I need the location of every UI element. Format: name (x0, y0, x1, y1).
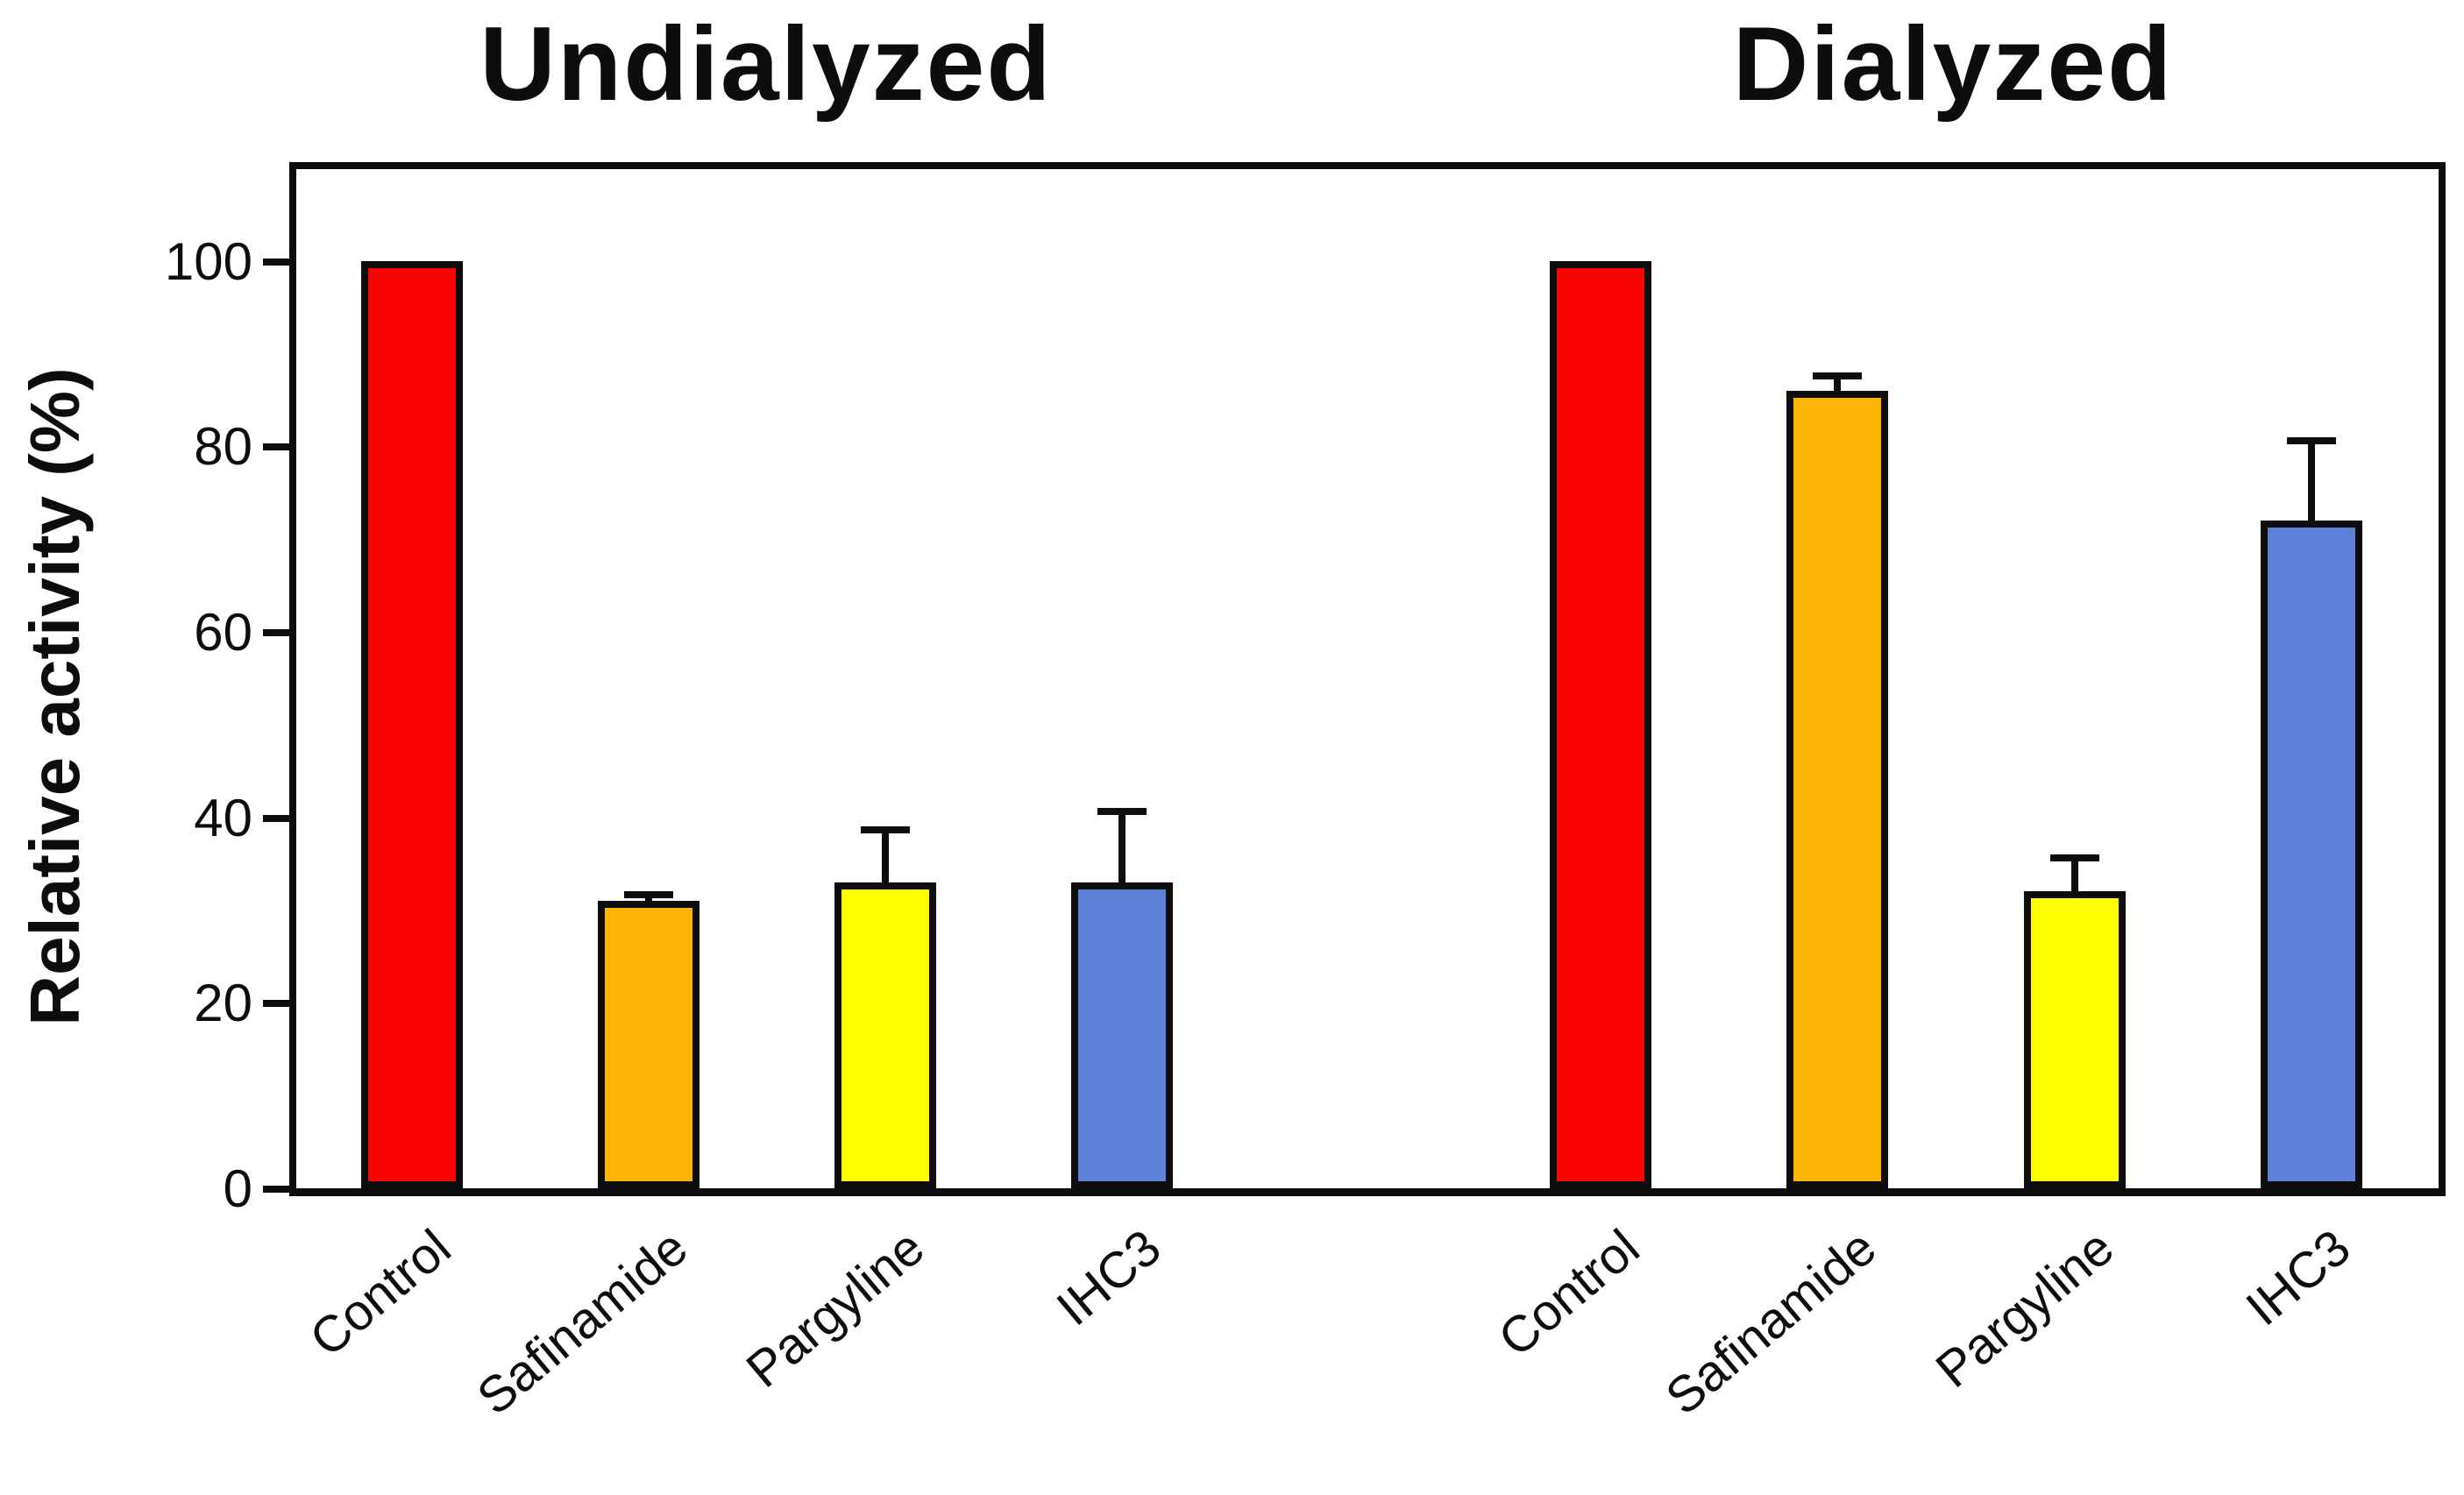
y-tick-mark (263, 1186, 289, 1193)
y-tick-label: 40 (194, 788, 252, 847)
bar-undialyzed-safinamide (598, 900, 700, 1188)
x-tick-label: Pargyline (735, 1218, 935, 1399)
error-bar-stem (2307, 443, 2315, 523)
y-tick-mark (263, 629, 289, 637)
error-bar-cap (1813, 372, 1863, 379)
y-tick-label: 100 (164, 231, 252, 291)
y-tick-mark (263, 1000, 289, 1008)
y-tick-mark (263, 814, 289, 822)
y-tick-label: 20 (194, 974, 252, 1033)
x-tick-label: Safinamide (1655, 1218, 1887, 1427)
bar-undialyzed-control (360, 260, 463, 1188)
x-tick-label: Control (1488, 1218, 1651, 1368)
error-bar-stem (645, 898, 653, 903)
error-bar-stem (1118, 815, 1126, 884)
x-tick-label: IHC3 (1046, 1218, 1172, 1337)
group-title-undialyzed: Undialyzed (479, 5, 1053, 123)
error-bar-stem (882, 833, 890, 884)
error-bar-stem (2070, 861, 2078, 894)
x-tick-label: IHC3 (2234, 1218, 2361, 1337)
error-bar-cap (1097, 808, 1147, 816)
bar-dialyzed-control (1550, 260, 1652, 1188)
plot-area (289, 162, 2446, 1196)
bar-dialyzed-safinamide (1786, 390, 1889, 1188)
y-tick-label: 60 (194, 603, 252, 662)
bar-undialyzed-ihc3 (1071, 882, 1174, 1188)
y-tick-mark (263, 258, 289, 266)
error-bar-cap (2049, 854, 2099, 862)
x-tick-label: Pargyline (1924, 1218, 2124, 1399)
bar-dialyzed-pargyline (2023, 891, 2126, 1188)
y-tick-mark (263, 443, 289, 451)
y-axis-label: Relative activity (%) (16, 367, 94, 1026)
error-bar-cap (861, 826, 911, 834)
x-tick-label: Safinamide (466, 1218, 699, 1427)
error-bar-stem (1834, 379, 1842, 393)
y-tick-label: 0 (223, 1159, 252, 1218)
error-bar-cap (624, 891, 674, 899)
group-title-dialyzed: Dialyzed (1732, 5, 2174, 123)
x-tick-label: Control (299, 1218, 462, 1368)
bar-dialyzed-ihc3 (2260, 521, 2362, 1188)
error-bar-cap (2286, 436, 2336, 444)
y-tick-label: 80 (194, 417, 252, 477)
bar-undialyzed-pargyline (834, 882, 937, 1188)
